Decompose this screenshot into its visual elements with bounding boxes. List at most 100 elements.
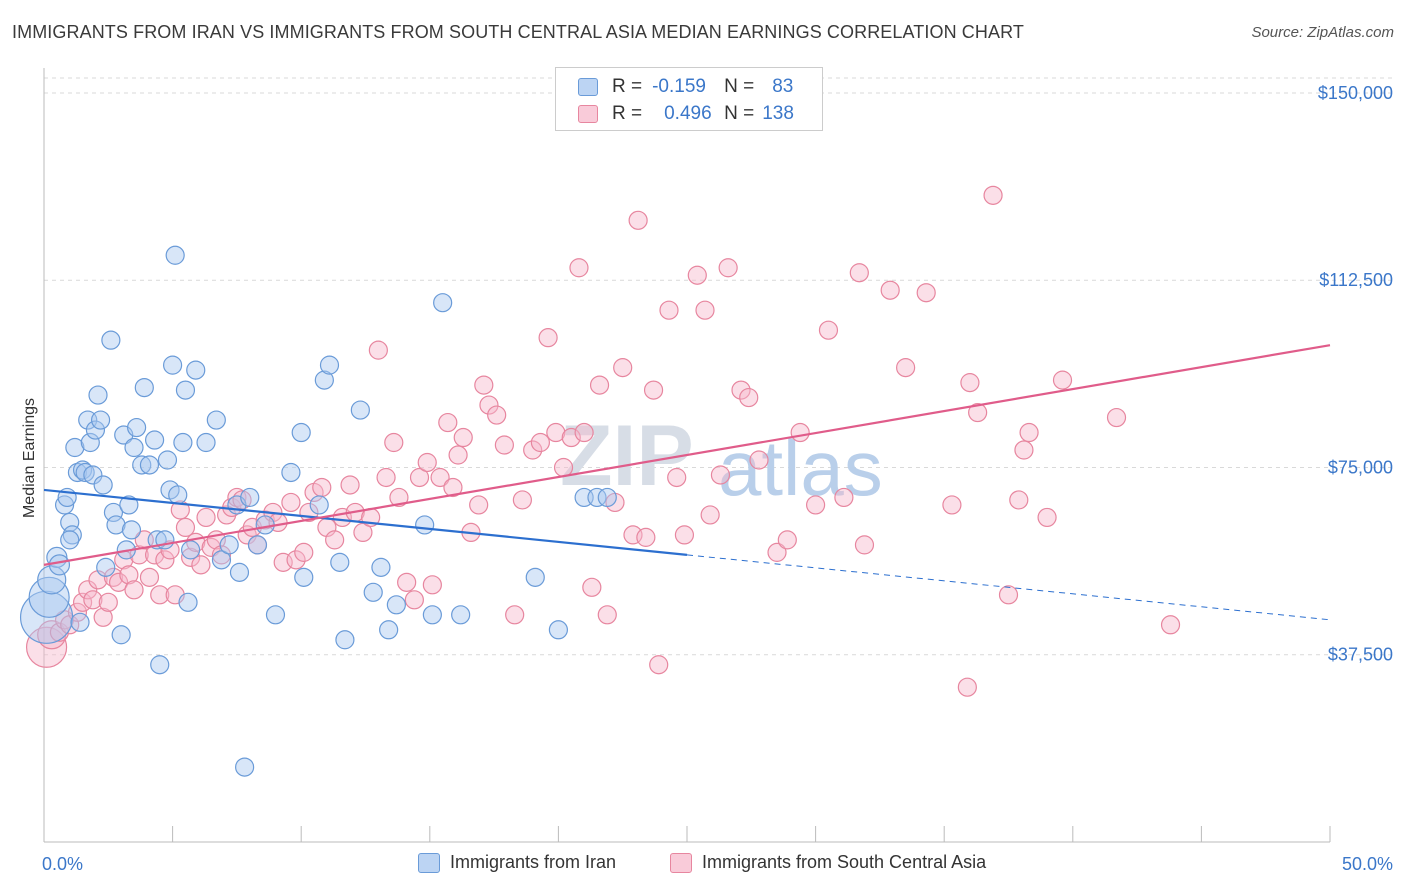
data-point-south-central-asia	[469, 495, 489, 515]
data-point-south-central-asia	[1106, 407, 1127, 428]
data-point-south-central-asia	[150, 585, 170, 605]
data-point-south-central-asia	[376, 467, 396, 488]
data-point-iran	[132, 455, 152, 475]
data-point-iran	[186, 360, 206, 380]
data-point-iran	[548, 620, 569, 640]
data-point-south-central-asia	[438, 412, 458, 433]
data-point-iran	[335, 630, 355, 650]
data-point-iran	[181, 540, 201, 560]
data-point-south-central-asia	[582, 577, 602, 597]
watermark-atlas: atlas	[718, 424, 883, 512]
data-point-iran	[70, 612, 90, 632]
data-point-iran	[178, 592, 198, 612]
data-point-south-central-asia	[613, 358, 633, 378]
data-point-south-central-asia	[98, 592, 118, 612]
data-point-south-central-asia	[384, 432, 404, 453]
data-point-iran	[75, 462, 95, 483]
data-point-south-central-asia	[983, 185, 1003, 205]
data-point-south-central-asia	[1014, 440, 1034, 460]
data-point-south-central-asia	[942, 495, 962, 515]
data-point-south-central-asia	[659, 300, 679, 320]
data-point-south-central-asia	[710, 465, 731, 485]
data-point-south-central-asia	[409, 467, 430, 488]
data-point-south-central-asia	[739, 387, 759, 408]
data-point-iran	[67, 462, 88, 483]
data-point-iran	[291, 422, 311, 443]
data-point-south-central-asia	[368, 340, 388, 360]
legend-row-south-central-asia: R = 0.496 N = 138	[578, 103, 794, 125]
data-point-iran	[330, 552, 350, 572]
data-point-iran	[247, 535, 268, 555]
data-point-south-central-asia	[294, 542, 314, 562]
data-point-south-central-asia	[998, 585, 1019, 605]
data-point-iran	[65, 437, 85, 458]
data-point-south-central-asia	[312, 477, 332, 498]
data-point-iran	[379, 620, 399, 640]
bottom-legend-label-iran: Immigrants from Iran	[450, 852, 617, 872]
data-point-iran	[229, 562, 250, 582]
data-point-south-central-asia	[569, 258, 589, 278]
data-point-iran	[48, 554, 71, 576]
chart-title: IMMIGRANTS FROM IRAN VS IMMIGRANTS FROM …	[12, 22, 1024, 42]
bottom-legend-south-central-asia: Immigrants from South Central Asia	[670, 852, 986, 873]
data-point-iran	[281, 462, 301, 483]
data-point-iran	[72, 460, 93, 480]
data-point-south-central-asia	[430, 467, 450, 488]
data-point-south-central-asia	[589, 375, 610, 395]
data-point-south-central-asia	[281, 492, 301, 513]
y-tick-label: $37,500	[1328, 645, 1393, 665]
data-point-south-central-asia	[561, 427, 581, 448]
data-point-south-central-asia	[538, 328, 558, 348]
data-point-iran	[93, 475, 113, 495]
legend-n-label: N =	[724, 103, 755, 124]
data-point-south-central-asia	[124, 580, 144, 600]
data-point-iran	[240, 487, 260, 508]
data-point-south-central-asia	[340, 475, 360, 495]
legend-n-value: 83	[772, 76, 794, 97]
data-point-south-central-asia	[805, 495, 826, 515]
data-point-south-central-asia	[834, 487, 854, 508]
data-point-iran	[119, 495, 139, 515]
data-point-iran	[54, 495, 75, 515]
data-point-south-central-asia	[546, 422, 566, 443]
data-point-iran	[124, 437, 144, 458]
data-point-iran	[62, 525, 82, 545]
data-point-iran	[371, 557, 391, 577]
data-point-south-central-asia	[443, 477, 463, 498]
data-point-south-central-asia	[448, 445, 468, 465]
data-point-iran	[111, 625, 131, 645]
data-point-iran	[309, 495, 329, 515]
data-point-south-central-asia	[211, 545, 232, 565]
data-point-south-central-asia	[286, 550, 306, 570]
data-point-south-central-asia	[880, 280, 900, 300]
data-point-south-central-asia	[790, 422, 810, 443]
y-tick-label: $112,500	[1319, 270, 1393, 290]
data-point-south-central-asia	[191, 555, 211, 575]
data-point-south-central-asia	[93, 607, 113, 627]
data-point-south-central-asia	[170, 500, 190, 520]
data-point-south-central-asia	[397, 572, 417, 592]
data-point-south-central-asia	[731, 380, 751, 400]
y-axis-label: Median Earnings	[21, 398, 38, 518]
data-point-south-central-asia	[636, 527, 656, 547]
data-point-iran	[96, 557, 116, 577]
data-point-south-central-asia	[404, 590, 424, 610]
data-point-iran	[150, 655, 170, 675]
data-point-iran	[144, 430, 165, 450]
data-point-south-central-asia	[628, 210, 648, 230]
series-iran-points	[19, 245, 617, 777]
data-point-iran	[597, 487, 617, 508]
data-point-iran	[139, 455, 160, 475]
data-point-south-central-asia	[181, 547, 201, 567]
x-tick-label: 0.0%	[42, 854, 83, 874]
data-point-iran	[175, 380, 196, 400]
data-point-south-central-asia	[139, 567, 160, 587]
data-point-iran	[319, 355, 340, 375]
y-tick-label: $75,000	[1328, 457, 1393, 477]
data-point-iran	[451, 605, 471, 625]
x-tick-labels: 0.0% 50.0%	[42, 854, 1393, 874]
data-point-south-central-asia	[155, 550, 175, 570]
data-point-south-central-asia	[749, 450, 769, 470]
data-point-south-central-asia	[422, 575, 442, 595]
data-point-south-central-asia	[325, 530, 345, 550]
